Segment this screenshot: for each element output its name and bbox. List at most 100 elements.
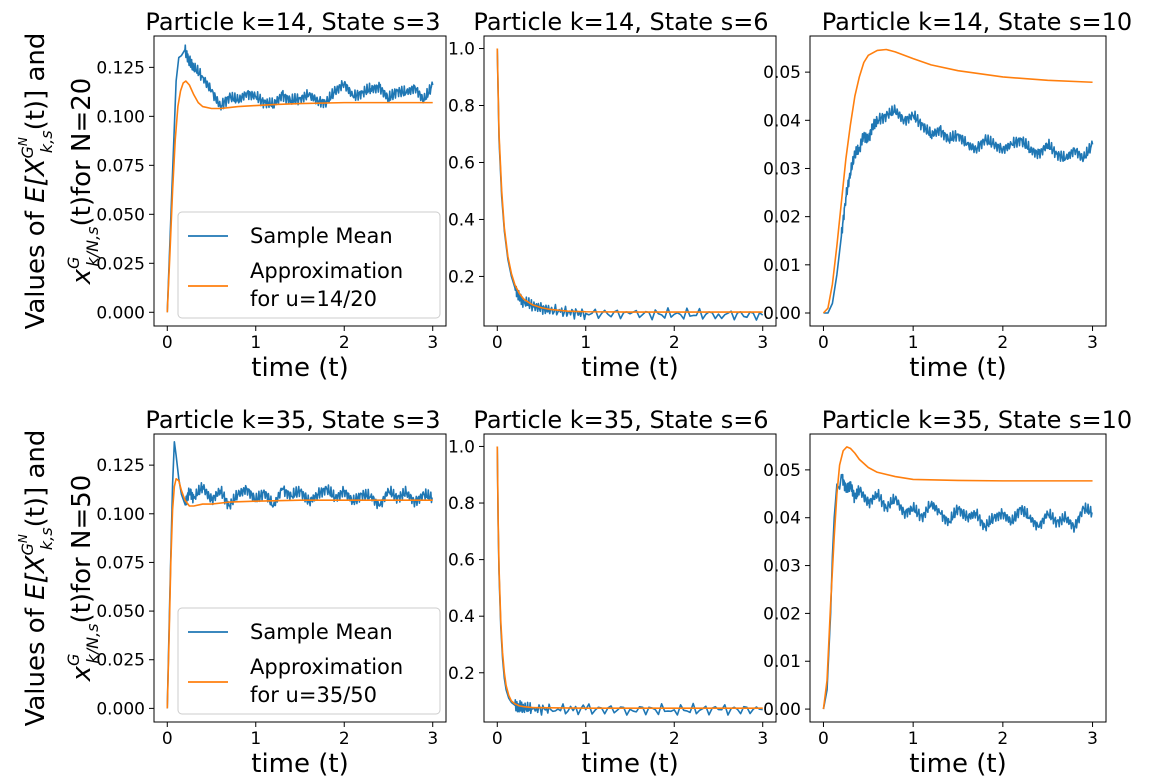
- x-tick-label: 1: [250, 729, 261, 749]
- x-tick-label: 1: [908, 333, 919, 353]
- ylabel-part: (t)for N=50: [67, 475, 97, 624]
- legend-entry-approximation: Approximation: [250, 655, 403, 679]
- ylabel-part: E[X: [21, 554, 51, 600]
- row-ylabel-line-2: xGk/N,s(t)for N=20: [64, 78, 102, 286]
- series-line-approximation: [496, 446, 763, 709]
- x-axis-label: time (t): [581, 749, 679, 779]
- y-tick-label: 0.000: [96, 699, 145, 719]
- y-tick-label: 0.4: [448, 607, 475, 627]
- y-tick-label: 1.0: [448, 437, 475, 457]
- series-line-sample-mean: [496, 48, 764, 321]
- y-tick-label: 0.125: [96, 58, 145, 78]
- y-tick-label: 0.8: [448, 97, 475, 117]
- y-tick-label: 0.02: [763, 604, 801, 624]
- ylabel-part: G: [64, 654, 83, 666]
- legend-box: [177, 607, 441, 715]
- y-tick-label: 0.050: [96, 602, 145, 622]
- legend-entry-approximation-u: for u=35/50: [250, 683, 377, 707]
- axes-frame: [153, 433, 447, 723]
- x-tick-label: 2: [669, 333, 680, 353]
- ylabel-part: (t)for N=20: [67, 78, 97, 227]
- x-tick-label: 1: [250, 333, 261, 353]
- y-tick-label: 0.01: [763, 652, 801, 672]
- y-tick-label: 0.05: [763, 461, 801, 481]
- chart-panel: 0 1 2 3 0.00 0.01 0.02 0.03 0.04 0.05 Particle k=1…: [763, 8, 1132, 383]
- series-line-approximation: [166, 80, 433, 313]
- legend-entry-approximation: Approximation: [250, 259, 403, 283]
- x-tick-label: 0: [492, 729, 503, 749]
- legend-entry-approximation-u: for u=14/20: [250, 287, 377, 311]
- legend-entry-sample-mean: Sample Mean: [250, 224, 393, 248]
- y-tick-label: 0.01: [763, 256, 801, 276]
- chart-panel: 0 1 2 3 0.00 0.01 0.02 0.03 0.04 0.05 Particle k=3…: [763, 406, 1132, 779]
- y-tick-label: 0.100: [96, 107, 145, 127]
- x-tick-label: 0: [162, 729, 173, 749]
- series-line-approximation: [822, 446, 1093, 710]
- chart-panel: 0 1 2 3 0.000 0.025 0.050 0.075 0.100 0.125 Partic…: [96, 8, 447, 383]
- x-axis-label: time (t): [909, 353, 1007, 383]
- x-tick-label: 3: [1087, 729, 1098, 749]
- x-tick-label: 1: [580, 333, 591, 353]
- row-ylabel-line-1: Values of E[XGN k,s(t)] and: [16, 430, 56, 727]
- x-tick-label: 3: [1087, 333, 1098, 353]
- y-tick-label: 0.05: [763, 63, 801, 83]
- row-ylabel-n20: Values of E[XGN k,s(t)] andxGk/N,s(t)for …: [16, 33, 102, 330]
- chart-panel: 0 1 2 3 0.000 0.025 0.050 0.075 0.100 0.125 Partic…: [96, 406, 447, 779]
- series-line-approximation: [822, 48, 1093, 314]
- ylabel-part: E[X: [21, 157, 51, 203]
- ylabel-part: G: [18, 543, 37, 555]
- legend: Sample Mean Approximation for u=35/50: [177, 607, 441, 715]
- y-tick-label: 0.075: [96, 156, 145, 176]
- y-tick-label: 0.03: [763, 159, 801, 179]
- ylabel-part: k/N,s: [83, 226, 102, 266]
- ylabel-part: x: [67, 268, 97, 285]
- y-tick-label: 0.02: [763, 208, 801, 228]
- chart-title: Particle k=14, State s=10: [822, 8, 1132, 36]
- x-tick-label: 1: [580, 729, 591, 749]
- ylabel-part: x: [67, 665, 97, 682]
- chart-title: Particle k=14, State s=6: [473, 8, 768, 36]
- ylabel-part: N: [16, 534, 30, 543]
- y-tick-label: 0.8: [448, 494, 475, 514]
- y-tick-label: 0.000: [96, 303, 145, 323]
- x-tick-label: 2: [339, 333, 350, 353]
- y-tick-label: 0.075: [96, 553, 145, 573]
- legend-entry-sample-mean: Sample Mean: [250, 620, 393, 644]
- x-tick-label: 3: [757, 333, 768, 353]
- axes-frame: [809, 35, 1107, 327]
- series-line-sample-mean: [166, 44, 434, 313]
- x-tick-label: 3: [427, 729, 438, 749]
- y-tick-label: 0.6: [448, 153, 475, 173]
- y-tick-label: 0.2: [448, 267, 475, 287]
- ylabel-part: Values of: [21, 600, 51, 727]
- series-line-sample-mean: [823, 104, 1094, 314]
- y-tick-label: 0.03: [763, 557, 801, 577]
- ylabel-part: G: [64, 257, 83, 269]
- row-ylabel-text-1: Values of E[XGN k,s(t)] and: [16, 430, 56, 727]
- x-tick-label: 2: [669, 729, 680, 749]
- y-tick-label: 0.050: [96, 205, 145, 225]
- x-tick-label: 3: [757, 729, 768, 749]
- row-ylabel-n50: Values of E[XGN k,s(t)] andxGk/N,s(t)for …: [16, 430, 102, 727]
- x-tick-label: 1: [908, 729, 919, 749]
- ylabel-part: G: [18, 146, 37, 158]
- ylabel-part: k/N,s: [83, 623, 102, 663]
- chart-title: Particle k=35, State s=10: [822, 406, 1132, 434]
- chart-title: Particle k=35, State s=3: [145, 406, 440, 434]
- legend-box: [177, 211, 441, 319]
- axes-frame: [483, 433, 777, 723]
- row-ylabel-text-1: Values of E[XGN k,s(t)] and: [16, 33, 56, 330]
- row-ylabel-line-2: xGk/N,s(t)for N=50: [64, 475, 102, 683]
- chart-title: Particle k=14, State s=3: [145, 8, 440, 36]
- row-ylabel-line-1: Values of E[XGN k,s(t)] and: [16, 33, 56, 330]
- axes-frame: [483, 35, 777, 327]
- y-tick-label: 0.125: [96, 456, 145, 476]
- series-line-sample-mean: [166, 440, 433, 709]
- chart-panel: 0 1 2 3 0.2 0.4 0.6 0.8 1.0 Particle k=35, State …: [448, 406, 777, 779]
- y-tick-label: 0.6: [448, 551, 475, 571]
- chart-title: Particle k=35, State s=6: [473, 406, 768, 434]
- y-tick-label: 0.4: [448, 210, 475, 230]
- x-axis-label: time (t): [251, 353, 349, 383]
- y-tick-label: 0.00: [763, 700, 801, 720]
